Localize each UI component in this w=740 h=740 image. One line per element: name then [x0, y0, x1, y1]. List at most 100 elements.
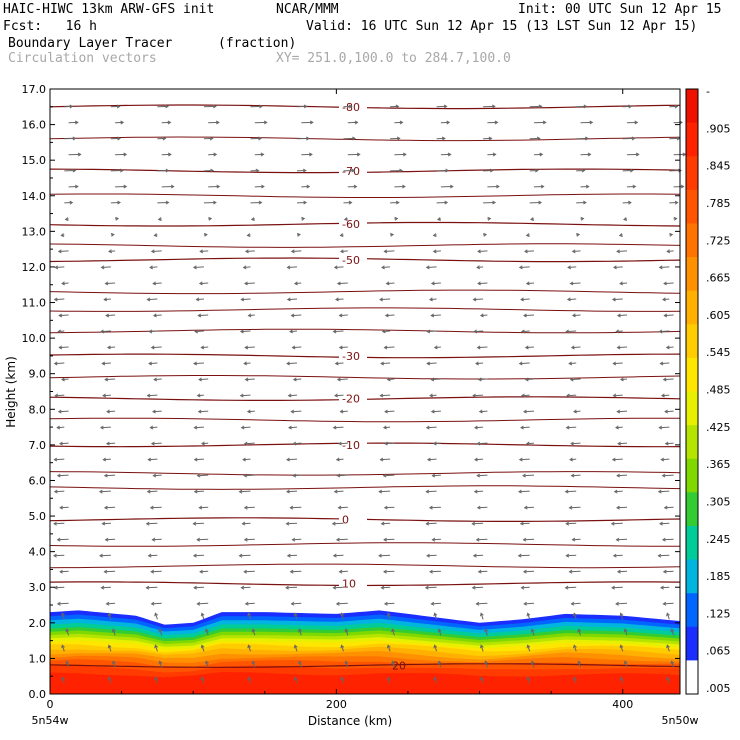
- circulation-vector: [379, 490, 391, 493]
- vector-arrowhead: [378, 489, 383, 494]
- vector-arrowhead: [146, 489, 151, 494]
- vector-arrowhead: [263, 120, 268, 125]
- vector-arrowhead: [525, 441, 530, 446]
- vector-arrowhead: [680, 184, 685, 189]
- contour-label: 20: [392, 660, 406, 673]
- circulation-vector: [616, 506, 628, 509]
- vector-arrowhead: [430, 409, 435, 414]
- circulation-vector: [568, 266, 577, 268]
- circulation-vector: [479, 410, 488, 413]
- vector-arrowhead: [386, 644, 391, 649]
- circulation-vector: [54, 586, 65, 589]
- vector-arrowhead: [432, 249, 437, 254]
- vector-arrowhead: [635, 152, 640, 157]
- circulation-vector: [477, 442, 488, 445]
- circulation-vector: [298, 629, 302, 636]
- circulation-vector: [521, 330, 530, 333]
- vector-arrowhead: [480, 612, 484, 617]
- vector-arrowhead: [65, 660, 70, 665]
- vector-arrowhead: [615, 425, 619, 430]
- vector-arrowhead: [106, 345, 111, 350]
- circulation-vector: [239, 554, 251, 557]
- circulation-vector: [381, 362, 391, 365]
- circulation-vector: [195, 330, 204, 333]
- vector-arrowhead: [170, 184, 175, 189]
- vector-arrowhead: [193, 425, 198, 430]
- circulation-vector: [154, 613, 158, 620]
- circulation-vector: [198, 314, 209, 317]
- vector-arrowhead: [64, 217, 69, 221]
- vector-arrowhead: [149, 505, 154, 510]
- colorbar-swatch: [686, 357, 698, 392]
- vector-arrowhead: [338, 345, 343, 350]
- circulation-vector: [523, 570, 535, 573]
- circulation-vector: [666, 677, 670, 684]
- circulation-vector: [472, 586, 484, 589]
- vector-arrowhead: [193, 361, 198, 366]
- temperature-contour: [49, 542, 680, 547]
- circulation-vector: [613, 554, 623, 557]
- vector-arrowhead: [194, 329, 199, 334]
- circulation-vector: [205, 661, 209, 668]
- vector-arrowhead: [57, 249, 62, 254]
- vector-arrowhead: [243, 569, 248, 574]
- vector-arrowhead: [428, 505, 433, 510]
- colorbar-label: .065: [706, 645, 731, 658]
- vector-arrowhead: [107, 676, 112, 681]
- vector-arrowhead: [573, 612, 577, 617]
- vector-arrowhead: [198, 281, 203, 286]
- circulation-vector: [336, 538, 348, 541]
- circulation-vector: [659, 266, 670, 268]
- vector-arrowhead: [298, 660, 302, 665]
- temperature-contour: [49, 328, 681, 334]
- vector-arrowhead: [664, 441, 669, 446]
- circulation-vector: [612, 298, 623, 301]
- circulation-vector: [338, 506, 348, 509]
- vector-arrowhead: [351, 168, 356, 173]
- circulation-vector: [620, 677, 624, 684]
- circulation-vector: [480, 613, 484, 620]
- tracer-band-15: [50, 672, 680, 694]
- colorbar-label: .185: [706, 570, 731, 583]
- circulation-vector: [286, 490, 298, 493]
- contour-label-bg: [339, 392, 367, 404]
- colorbar-label: .845: [706, 160, 731, 173]
- vector-arrowhead: [115, 216, 120, 221]
- vector-arrowhead: [540, 184, 545, 189]
- vector-arrowhead: [518, 265, 523, 270]
- vector-arrowhead: [657, 553, 662, 558]
- vector-arrowhead: [105, 313, 110, 318]
- vector-arrowhead: [570, 345, 575, 350]
- colorbar-swatch: [686, 660, 698, 695]
- circulation-vector: [613, 266, 623, 268]
- circulation-vector: [335, 362, 344, 365]
- vector-arrowhead: [336, 473, 341, 478]
- vector-arrowhead: [426, 361, 431, 366]
- circulation-vector: [524, 506, 535, 509]
- vector-arrowhead: [615, 601, 619, 606]
- circulation-vector: [666, 346, 674, 349]
- vector-arrowhead: [518, 361, 523, 366]
- vector-arrowhead: [520, 329, 525, 334]
- vector-arrowhead: [244, 281, 248, 286]
- vector-arrowhead: [449, 184, 454, 189]
- vector-arrowhead: [616, 569, 621, 574]
- vector-arrowhead: [662, 297, 666, 302]
- circulation-vector: [434, 677, 438, 684]
- circulation-vector: [194, 458, 204, 461]
- vector-arrowhead: [582, 200, 587, 205]
- vector-arrowhead: [631, 136, 636, 141]
- vector-arrowhead: [56, 537, 61, 542]
- circulation-vector: [244, 362, 251, 365]
- y-tick-label: 10.0: [22, 332, 47, 345]
- vector-arrowhead: [286, 489, 290, 494]
- vector-arrowhead: [447, 152, 452, 157]
- circulation-vector: [572, 250, 581, 252]
- vector-arrowhead: [431, 537, 436, 542]
- vector-arrowhead: [585, 184, 590, 189]
- vector-arrowhead: [196, 473, 201, 478]
- colorbar-label: .245: [706, 533, 731, 546]
- vector-arrowhead: [628, 104, 633, 109]
- vector-arrowhead: [629, 168, 634, 173]
- circulation-vector: [431, 378, 441, 381]
